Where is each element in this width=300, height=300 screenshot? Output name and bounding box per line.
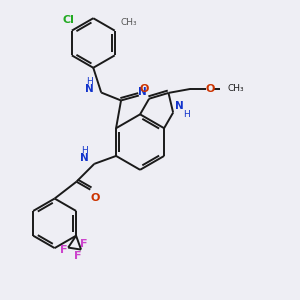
Text: CH₃: CH₃ [228, 85, 244, 94]
Text: F: F [80, 238, 88, 249]
Text: N: N [138, 87, 147, 97]
Text: O: O [139, 83, 148, 94]
Text: N: N [80, 153, 88, 163]
Text: Cl: Cl [63, 15, 75, 25]
Text: N: N [175, 100, 184, 111]
Text: F: F [74, 250, 82, 260]
Text: F: F [61, 244, 68, 255]
Text: CH₃: CH₃ [121, 18, 137, 27]
Text: O: O [91, 193, 100, 202]
Text: N: N [85, 84, 93, 94]
Text: H: H [82, 146, 88, 155]
Text: H: H [86, 77, 93, 86]
Text: H: H [183, 110, 190, 119]
Text: O: O [206, 84, 215, 94]
